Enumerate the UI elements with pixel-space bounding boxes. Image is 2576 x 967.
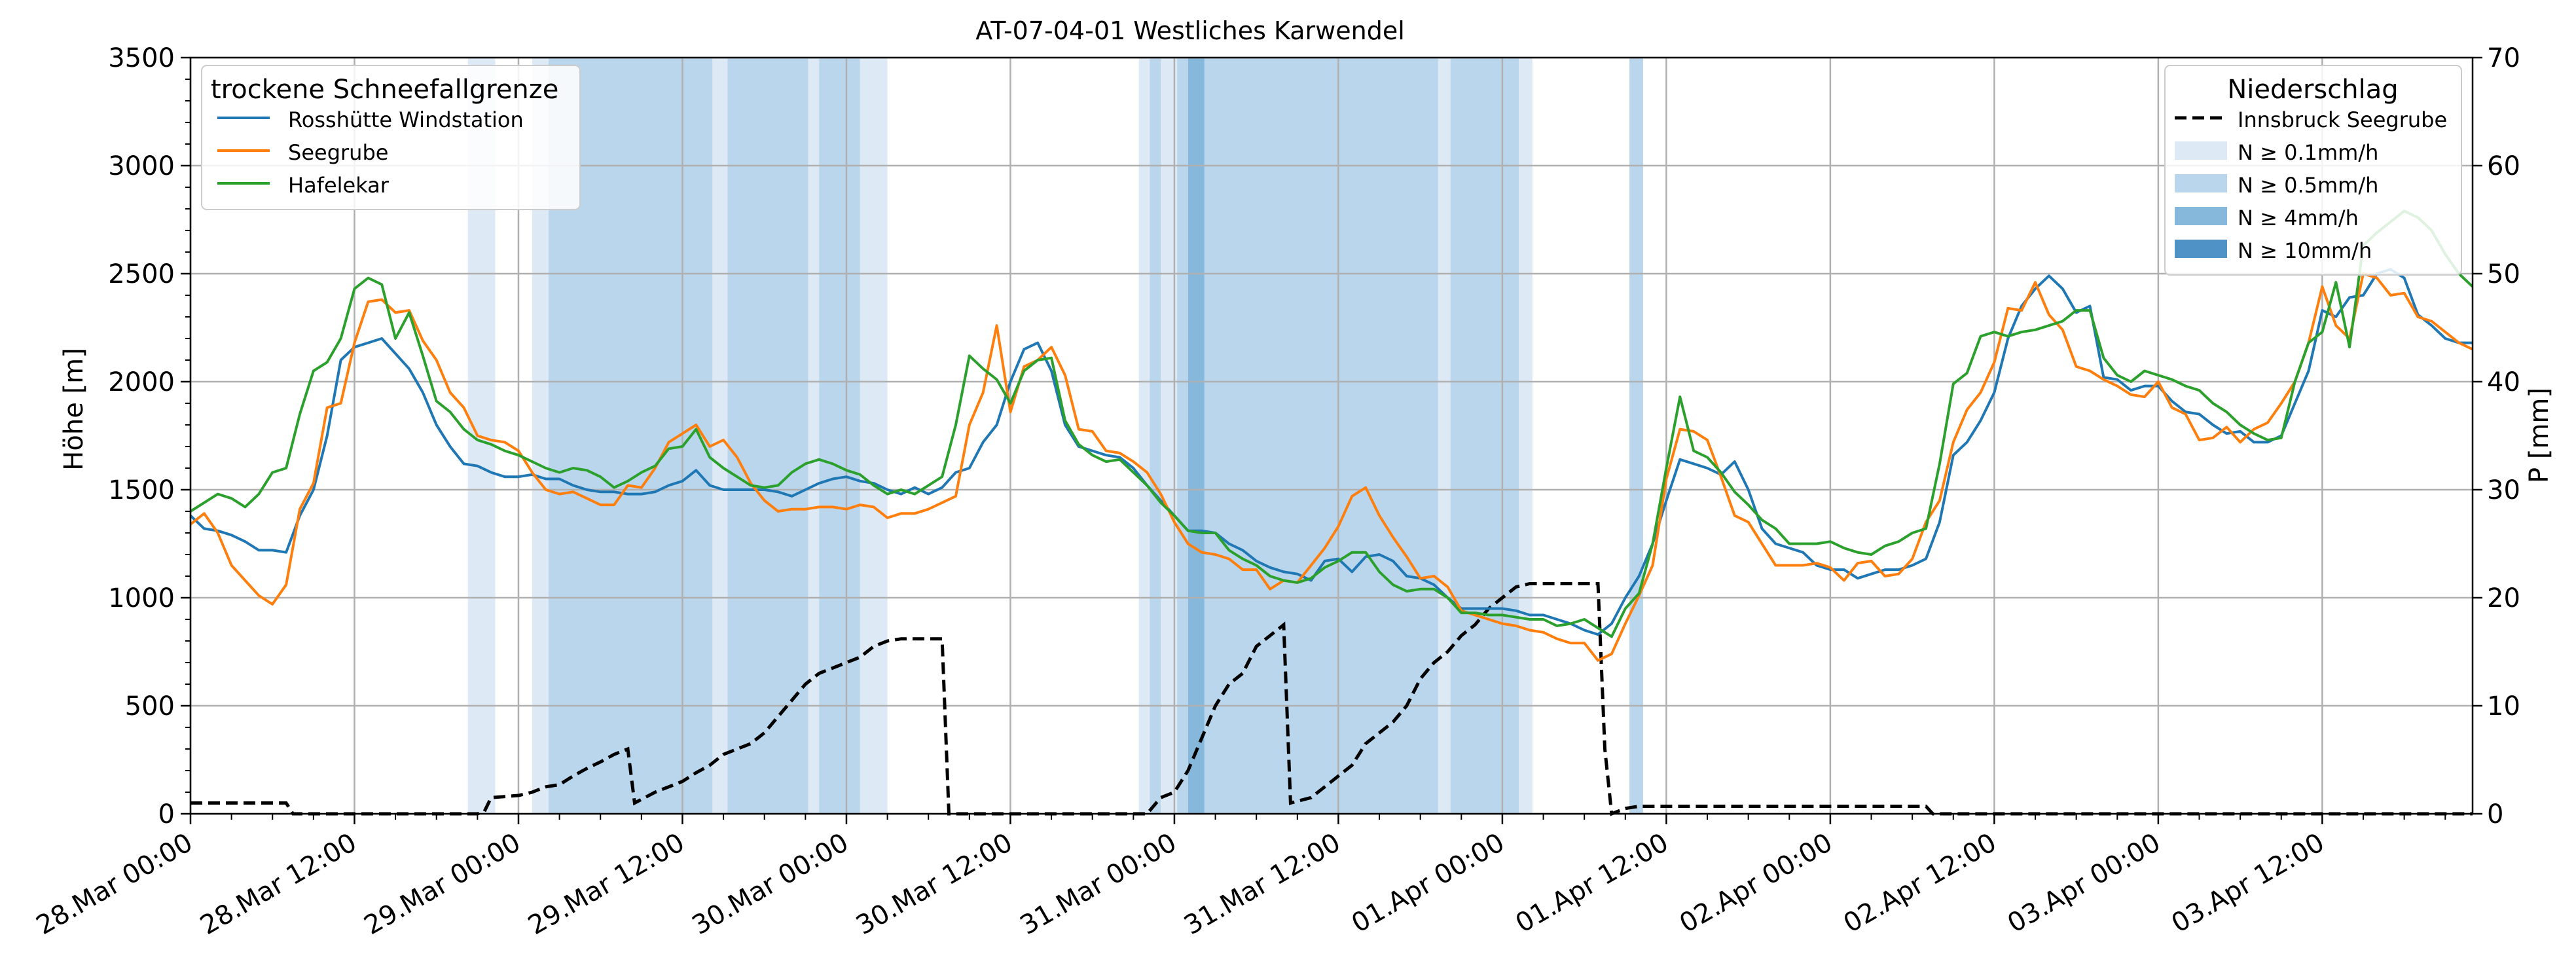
x-tick-label: 28.Mar 12:00: [195, 828, 361, 941]
y2-tick-label: 20: [2487, 583, 2520, 613]
axes: [189, 56, 2474, 815]
y-axis-ticks: 0 500 1000 1500 2000 2500 3000 3500: [108, 43, 190, 830]
y-tick-label: 1500: [108, 475, 175, 505]
y-tick-label: 500: [125, 691, 175, 721]
y2-axis-label: P [mm]: [2524, 388, 2554, 483]
x-tick-label: 31.Mar 00:00: [1015, 828, 1182, 941]
x-tick-label: 03.Apr 12:00: [2167, 828, 2330, 939]
x-tick-label: 01.Apr 12:00: [1511, 828, 1674, 939]
legend-right-label: Innsbruck Seegrube: [2238, 107, 2447, 132]
y2-tick-label: 10: [2487, 691, 2520, 721]
legend-right-title: Niederschlag: [2227, 75, 2398, 105]
legend-right: Niederschlag Innsbruck Seegrube N ≥ 0.1mm…: [2164, 65, 2462, 276]
precip-bands: [467, 58, 1643, 814]
y-tick-label: 0: [158, 799, 175, 830]
legend-right-swatch: [2175, 240, 2227, 258]
legend-left-label: Seegrube: [288, 140, 388, 165]
precip-band: [712, 58, 728, 814]
legend-right-swatch: [2175, 174, 2227, 192]
legend-right-swatch: [2175, 207, 2227, 225]
y2-tick-label: 30: [2487, 475, 2520, 505]
precip-band: [860, 58, 888, 814]
precip-band: [819, 58, 860, 814]
legend-left: trockene Schneefallgrenze Rosshütte Wind…: [201, 65, 581, 210]
legend-right-label: N ≥ 0.5mm/h: [2238, 173, 2378, 198]
precip-band: [1150, 58, 1161, 814]
x-tick-label: 02.Apr 00:00: [1675, 828, 1838, 939]
legend-right-label: N ≥ 10mm/h: [2238, 238, 2372, 263]
y-tick-label: 1000: [108, 583, 175, 613]
precip-band: [1188, 58, 1205, 814]
precip-band: [1138, 58, 1150, 814]
series-line-1: [189, 272, 2473, 662]
precip-band: [808, 58, 820, 814]
x-tick-label: 30.Mar 12:00: [851, 828, 1017, 941]
x-tick-label: 03.Apr 00:00: [2003, 828, 2166, 939]
precip-band: [1629, 58, 1643, 814]
x-tick-label: 29.Mar 00:00: [359, 828, 526, 941]
y2-tick-label: 70: [2487, 43, 2520, 73]
y2-tick-label: 0: [2487, 799, 2503, 830]
series-line-2: [189, 210, 2474, 638]
y-tick-label: 3500: [108, 43, 175, 73]
y-axis-label: Höhe [m]: [59, 348, 89, 470]
precip-band: [1450, 58, 1519, 814]
series-lines: [189, 210, 2474, 662]
precip-band: [1438, 58, 1451, 814]
chart-title: AT-07-04-01 Westliches Karwendel: [975, 16, 1405, 45]
precip-band: [727, 58, 808, 814]
legend-right-swatch: [2175, 141, 2227, 160]
y2-axis-ticks: 0 10 20 30 40 50 60 70: [2473, 43, 2520, 830]
precip-band: [1204, 58, 1438, 814]
y-tick-label: 3000: [108, 151, 175, 181]
y2-tick-label: 60: [2487, 151, 2520, 181]
legend-left-title: trockene Schneefallgrenze: [211, 75, 558, 105]
x-tick-label: 28.Mar 00:00: [31, 828, 198, 941]
legend-right-label: N ≥ 0.1mm/h: [2238, 140, 2378, 165]
x-tick-label: 30.Mar 00:00: [687, 828, 854, 941]
y2-tick-label: 40: [2487, 367, 2520, 397]
y-tick-label: 2500: [108, 259, 175, 289]
legend-left-label: Rosshütte Windstation: [288, 107, 524, 132]
x-tick-label: 01.Apr 00:00: [1347, 828, 1510, 939]
plot-frame: [189, 56, 2474, 815]
x-tick-label: 02.Apr 12:00: [1839, 828, 2002, 939]
x-tick-label: 31.Mar 12:00: [1179, 828, 1345, 941]
legend-right-label: N ≥ 4mm/h: [2238, 206, 2359, 230]
precip-band: [1518, 58, 1533, 814]
precip-band: [1177, 58, 1188, 814]
y2-tick-label: 50: [2487, 259, 2520, 289]
legend-left-label: Hafelekar: [288, 173, 390, 198]
x-tick-label: 29.Mar 12:00: [523, 828, 689, 941]
y-tick-label: 2000: [108, 367, 175, 397]
